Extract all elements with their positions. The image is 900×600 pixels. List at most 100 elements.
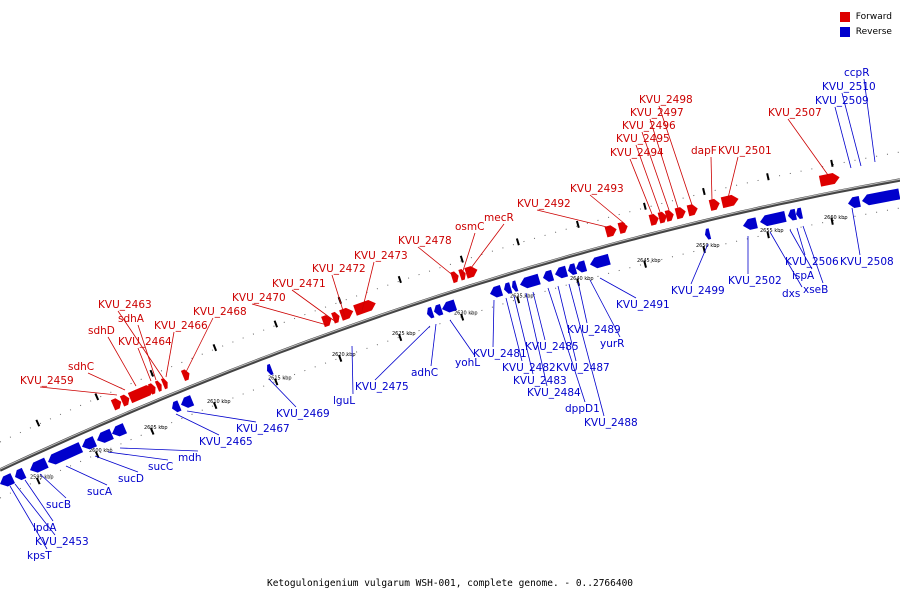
reverse-gene-arrow — [267, 363, 274, 376]
gene-label: KVU_2468 — [193, 306, 247, 318]
gene-label: osmC — [455, 221, 484, 233]
forward-gene-arrow — [321, 315, 332, 328]
reverse-gene-arrow — [427, 306, 435, 319]
leader-line — [863, 78, 876, 163]
gene-label: KVU_2478 — [398, 235, 452, 247]
leader-line — [599, 277, 637, 299]
reverse-gene-arrow — [48, 442, 84, 465]
forward-gene-arrow — [617, 222, 628, 234]
leader-line — [87, 372, 126, 391]
tick-mark-reverse — [212, 401, 218, 410]
legend-forward: Forward — [839, 9, 892, 24]
leader-line — [802, 225, 824, 284]
leader-line — [690, 243, 709, 285]
tick-label: 2615 kbp — [268, 375, 292, 381]
tick-label: 2605 kbp — [144, 425, 168, 431]
leader-line — [184, 317, 214, 375]
gene-label: sdhD — [88, 325, 115, 337]
leader-line — [649, 118, 679, 209]
gene-label: kpsT — [27, 550, 52, 562]
reverse-gene-arrow — [504, 282, 513, 294]
leader-line — [492, 299, 495, 348]
gene-labels: KVU_2459sdhCsdhDKVU_2464sdhAKVU_2463KVU_… — [9, 67, 894, 562]
leader-line — [658, 105, 693, 206]
gene-label: sucD — [118, 473, 144, 485]
tick-mark-forward — [643, 202, 647, 210]
tick-mark-forward — [397, 275, 402, 284]
gene-label: KVU_2469 — [276, 408, 330, 420]
leader-line — [107, 451, 169, 461]
reverse-gene-arrow — [862, 188, 900, 206]
gene-label: ispA — [792, 270, 815, 282]
leader-line — [851, 207, 861, 256]
forward-gene-arrow — [160, 378, 168, 390]
gene-label: KVU_2488 — [584, 417, 638, 429]
leader-line — [107, 336, 137, 387]
gene-label: dppD1 — [565, 403, 600, 415]
gene-label: KVU_2510 — [822, 81, 876, 93]
leader-line — [291, 289, 337, 323]
leader-line — [641, 131, 670, 211]
tick-label: 2655 kbp — [760, 228, 784, 234]
gene-label: KVU_2466 — [154, 320, 208, 332]
tick-mark-forward — [459, 255, 464, 263]
leader-line — [467, 223, 505, 273]
tick-label: 2595 kbp — [30, 474, 54, 480]
leader-line — [841, 92, 862, 167]
tick-mark-reverse — [274, 378, 279, 386]
reverse-gene-arrow — [848, 195, 861, 209]
genome-caption: Ketogulonigenium vulgarum WSH-001, compl… — [266, 578, 634, 589]
reverse-gene-arrow — [172, 400, 182, 413]
reverse-gene-arrow — [82, 436, 98, 450]
reverse-swatch — [839, 26, 850, 37]
gene-label: KVU_2489 — [567, 324, 621, 336]
reverse-gene-arrow — [112, 423, 128, 437]
gene-label: sucA — [87, 486, 113, 498]
tick-label: 2600 kbp — [89, 448, 113, 454]
gene-label: KVU_2502 — [728, 275, 782, 287]
gene-label: KVU_2475 — [355, 381, 409, 393]
tick-mark-forward — [149, 369, 155, 377]
forward-gene-arrow — [127, 385, 154, 404]
gene-label: KVU_2485 — [525, 341, 579, 353]
tick-mark-reverse — [830, 217, 834, 225]
tick-mark-reverse — [35, 477, 41, 485]
tick-label: 2640 kbp — [570, 276, 594, 282]
leader-line — [117, 310, 164, 379]
tick-mark-reverse — [398, 333, 403, 342]
tick-mark-forward — [830, 159, 834, 167]
leader-line — [727, 156, 739, 199]
leader-line — [635, 144, 661, 213]
forward-track-dots — [0, 151, 900, 443]
forward-gene-arrow — [686, 204, 698, 217]
gene-label: KVU_2467 — [236, 423, 290, 435]
gene-label: KVU_2459 — [20, 375, 74, 387]
gene-label: KVU_2496 — [622, 120, 676, 132]
leader-line — [39, 386, 118, 396]
gene-label: yohL — [455, 357, 480, 369]
gene-label: KVU_2484 — [527, 387, 581, 399]
leader-line — [505, 297, 523, 362]
genome-backbone — [0, 178, 900, 472]
gene-label: KVU_2463 — [98, 299, 152, 311]
gene-label: KVU_2492 — [517, 198, 571, 210]
tick-mark-reverse — [460, 313, 465, 321]
forward-gene-arrow — [450, 271, 459, 284]
reverse-gene-arrow — [796, 207, 804, 220]
gene-label: KVU_2506 — [785, 256, 839, 268]
gene-label: KVU_2498 — [639, 94, 693, 106]
leader-line — [331, 274, 346, 318]
leader-line — [525, 292, 548, 387]
gene-label: adhC — [411, 367, 438, 379]
gene-label: ccpR — [844, 67, 870, 79]
tick-mark-forward — [515, 238, 520, 246]
leader-line — [165, 331, 175, 378]
gene-label: mecR — [484, 212, 514, 224]
genome-tracks — [0, 151, 900, 499]
leader-line — [577, 281, 588, 324]
reverse-gene-arrow — [490, 285, 504, 298]
legend: Forward Reverse — [839, 9, 892, 39]
reverse-gene-arrow — [590, 253, 611, 269]
forward-gene-arrow — [648, 213, 659, 226]
